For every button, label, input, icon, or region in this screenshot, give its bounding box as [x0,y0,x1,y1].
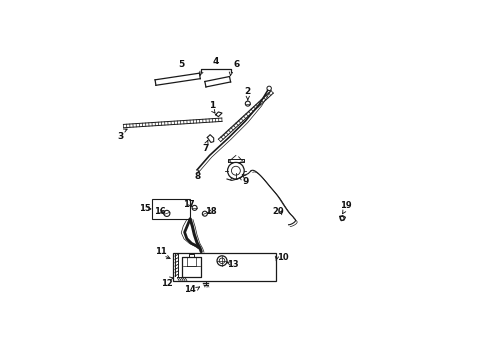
Text: 9: 9 [243,177,249,186]
Text: 6: 6 [233,60,239,69]
Text: 11: 11 [155,247,167,256]
Text: 12: 12 [161,279,173,288]
Text: 14: 14 [184,285,196,294]
Text: 10: 10 [277,253,288,262]
Text: 18: 18 [205,207,217,216]
Text: 19: 19 [340,201,351,210]
Text: 4: 4 [213,58,219,67]
Text: 17: 17 [183,200,195,209]
Text: 20: 20 [272,207,284,216]
Text: 2: 2 [245,87,251,96]
Text: 8: 8 [195,172,201,181]
Text: 15: 15 [139,204,151,213]
Text: 7: 7 [202,144,209,153]
Text: 13: 13 [227,260,239,269]
Bar [152,199,190,219]
Text: 5: 5 [178,60,184,69]
Text: 3: 3 [117,132,123,141]
Bar [173,253,275,281]
Text: 16: 16 [154,207,166,216]
Text: 1: 1 [209,101,215,110]
